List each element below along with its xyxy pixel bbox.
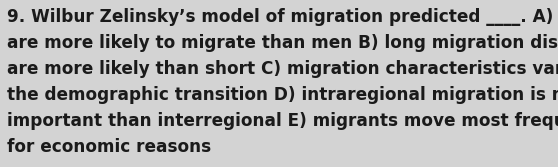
Text: the demographic transition D) intraregional migration is more: the demographic transition D) intraregio… [7, 86, 558, 104]
Text: 9. Wilbur Zelinsky’s model of migration predicted ____. A) women: 9. Wilbur Zelinsky’s model of migration … [7, 8, 558, 26]
Text: for economic reasons: for economic reasons [7, 138, 211, 156]
Text: are more likely to migrate than men B) long migration distances: are more likely to migrate than men B) l… [7, 34, 558, 52]
Text: important than interregional E) migrants move most frequently: important than interregional E) migrants… [7, 112, 558, 130]
Text: are more likely than short C) migration characteristics vary with: are more likely than short C) migration … [7, 60, 558, 78]
